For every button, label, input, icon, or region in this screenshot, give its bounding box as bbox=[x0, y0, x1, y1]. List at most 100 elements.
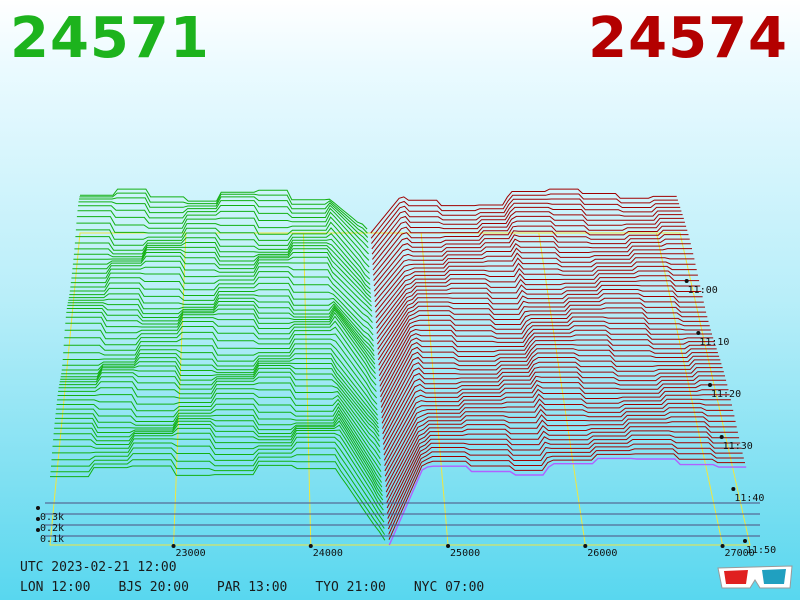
timezone-bar: LON 12:00 BJS 20:00 PAR 13:00 TYO 21:00 … bbox=[20, 580, 484, 595]
bid-depth-line bbox=[75, 232, 371, 280]
bid-depth-line bbox=[67, 301, 375, 357]
ask-depth-line bbox=[384, 398, 731, 477]
ask-depth-line bbox=[388, 448, 744, 535]
bid-depth-line bbox=[78, 205, 369, 249]
bid-depth-line bbox=[78, 200, 369, 243]
ask-depth-line bbox=[374, 252, 694, 308]
ask-depth-line bbox=[379, 316, 710, 382]
bid-depth-line bbox=[61, 357, 379, 421]
bid-depth-line bbox=[59, 371, 380, 437]
bid-depth-line bbox=[70, 271, 373, 323]
ask-depth-line bbox=[373, 229, 688, 281]
ask-depth-line bbox=[375, 265, 697, 324]
bid-depth-line bbox=[65, 320, 377, 380]
time-tick-mark bbox=[719, 435, 724, 439]
bid-depth-line bbox=[76, 221, 370, 268]
ask-depth-line bbox=[386, 426, 738, 509]
time-tick-label: 11:40 bbox=[734, 493, 764, 504]
bid-depth-line bbox=[53, 432, 384, 506]
ask-depth-line bbox=[381, 348, 718, 419]
time-tick-mark bbox=[684, 279, 689, 283]
bid-depth-line bbox=[68, 293, 375, 347]
ask-depth-line bbox=[384, 393, 730, 472]
zone-lon: LON 12:00 bbox=[20, 580, 91, 595]
price-gridline bbox=[420, 232, 449, 546]
ask-depth-line bbox=[378, 302, 707, 366]
price-tick-mark bbox=[583, 544, 588, 548]
bid-depth-line bbox=[69, 287, 374, 342]
time-tick-label: 11:10 bbox=[699, 337, 729, 348]
bid-depth-line bbox=[68, 297, 375, 352]
bid-price: 24571 bbox=[10, 6, 210, 71]
ask-depth-line bbox=[379, 325, 712, 392]
ask-depth-line bbox=[385, 407, 734, 488]
ask-depth-line bbox=[378, 312, 709, 377]
price-tick-label: 24000 bbox=[313, 548, 343, 559]
volume-tick-mark bbox=[36, 517, 40, 521]
bid-depth-line bbox=[72, 252, 372, 303]
bid-depth-line bbox=[77, 210, 369, 255]
ask-depth-line bbox=[382, 371, 724, 445]
ask-depth-line bbox=[385, 402, 732, 482]
bid-depth-line bbox=[73, 245, 372, 294]
bid-depth-line bbox=[71, 260, 373, 312]
bid-depth-line bbox=[54, 424, 383, 496]
ask-depth-line bbox=[387, 439, 742, 525]
zone-bjs: BJS 20:00 bbox=[118, 580, 189, 595]
ask-depth-line bbox=[374, 247, 692, 303]
ask-depth-line bbox=[372, 215, 684, 266]
time-tick-mark bbox=[731, 487, 736, 491]
ask-depth-line bbox=[383, 375, 725, 451]
ask-depth-line bbox=[385, 411, 735, 493]
volume-tick-label: 0.3k bbox=[40, 512, 64, 523]
time-tick-label: 11:30 bbox=[723, 441, 753, 452]
ask-depth-line bbox=[388, 453, 745, 540]
price-gridline bbox=[655, 232, 724, 546]
bid-depth-line bbox=[52, 436, 384, 511]
bid-depth-line bbox=[59, 376, 380, 442]
ask-depth-line bbox=[371, 202, 681, 250]
ask-depth-line bbox=[375, 257, 695, 313]
ask-price: 24574 bbox=[588, 6, 788, 71]
bid-depth-line bbox=[73, 248, 372, 298]
bid-depth-line bbox=[67, 304, 376, 361]
ask-depth-line bbox=[382, 366, 723, 440]
ask-depth-line bbox=[371, 206, 682, 255]
volume-tick-mark bbox=[36, 506, 40, 510]
ask-depth-line bbox=[376, 280, 701, 340]
bid-depth-line bbox=[58, 387, 381, 453]
zone-nyc: NYC 07:00 bbox=[413, 580, 485, 595]
3d-glasses-icon[interactable] bbox=[716, 562, 794, 592]
time-tick-label: 11:00 bbox=[688, 285, 718, 296]
floor-outline bbox=[49, 232, 751, 546]
bid-depth-line bbox=[52, 441, 385, 517]
time-tick-label: 11:20 bbox=[711, 389, 741, 400]
bid-depth-line bbox=[71, 266, 373, 317]
bid-depth-line bbox=[64, 331, 377, 392]
ask-depth-line bbox=[373, 238, 690, 292]
ask-depth-line bbox=[383, 379, 727, 456]
ask-depth-line bbox=[378, 307, 708, 371]
bid-depth-line bbox=[79, 196, 369, 238]
bid-depth-line bbox=[66, 311, 376, 370]
ask-depth-line bbox=[370, 193, 678, 239]
ask-depth-line bbox=[377, 289, 703, 350]
ask-depth-line bbox=[375, 261, 696, 318]
price-tick-mark bbox=[446, 544, 451, 548]
ask-depth-line bbox=[381, 344, 717, 414]
bid-depth-line bbox=[70, 276, 374, 330]
ask-depth-line bbox=[387, 434, 741, 519]
ask-depth-line bbox=[372, 211, 683, 260]
bid-depth-line bbox=[76, 216, 370, 261]
bid-depth-line bbox=[72, 255, 372, 307]
ask-depth-line bbox=[373, 234, 689, 287]
bid-depth-line bbox=[57, 392, 381, 460]
bid-depth-line bbox=[56, 408, 382, 478]
ask-depth-line bbox=[386, 430, 740, 514]
volume-tick-label: 0.2k bbox=[40, 523, 64, 534]
bid-depth-line bbox=[62, 353, 378, 416]
ask-depth-line bbox=[379, 320, 711, 387]
bid-depth-line bbox=[79, 192, 368, 234]
bid-depth-line bbox=[61, 361, 379, 425]
